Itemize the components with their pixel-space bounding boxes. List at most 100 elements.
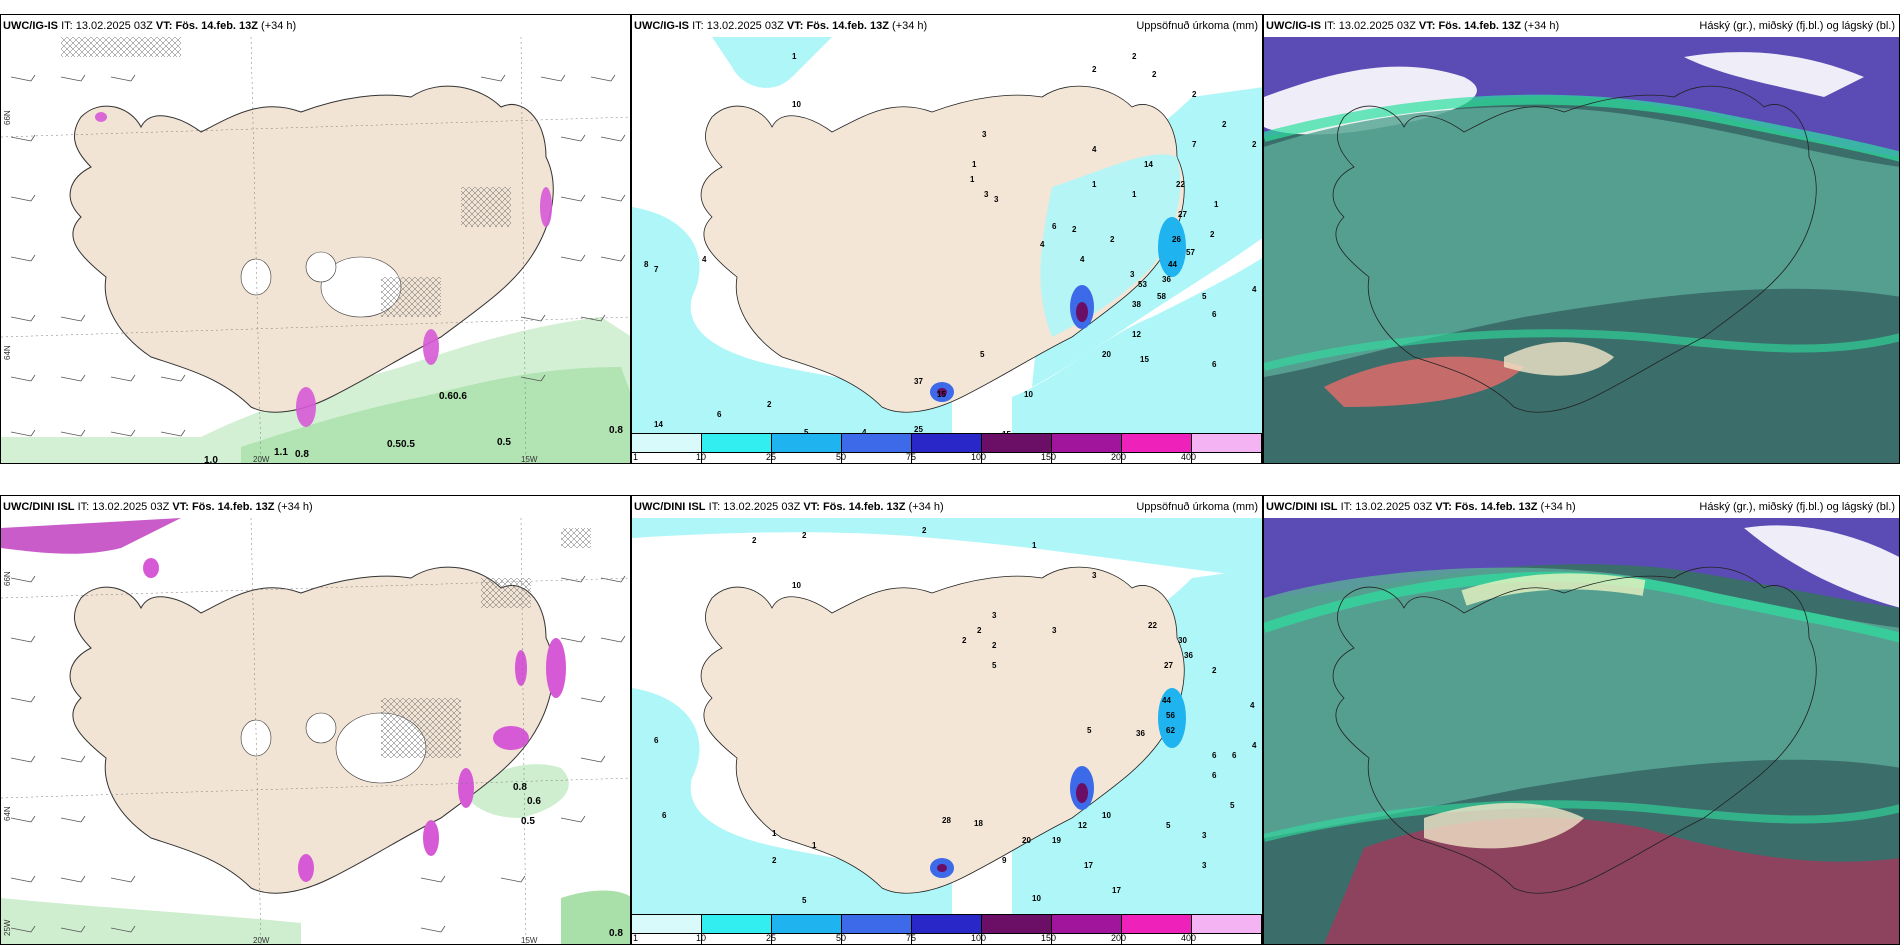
vt-value: Fös. 14.feb. 13Z — [822, 501, 906, 513]
precip-value: 3 — [1202, 861, 1207, 870]
panel-precip-ig: UWC/IG-IS IT: 13.02.2025 03Z VT: Fös. 14… — [631, 14, 1263, 464]
legend-label: 400 — [1180, 452, 1196, 462]
precip-value: 27 — [1178, 210, 1187, 219]
precip-value: 2 — [992, 641, 997, 650]
precip-value: 2 — [1092, 65, 1097, 74]
cloud-map — [1264, 37, 1899, 463]
vt-label: VT: — [1435, 501, 1452, 513]
panel-clouds-ig: UWC/IG-IS IT: 13.02.2025 03Z VT: Fös. 14… — [1263, 14, 1900, 464]
precip-value: 30 — [1178, 636, 1187, 645]
legend-label: 50 — [835, 452, 846, 462]
legend-swatch — [842, 914, 911, 934]
precip-value: 6 — [1232, 751, 1237, 760]
lead-time: (+34 h) — [277, 501, 313, 513]
precip-value: 14 — [1144, 160, 1153, 169]
precip-value: 17 — [1084, 861, 1093, 870]
wind-barbs — [10, 74, 626, 437]
wind-label: 1.0 — [204, 455, 218, 463]
init-label: IT: — [1324, 20, 1336, 32]
legend-cell: 75 — [842, 433, 916, 463]
init-value: 13.02.2025 03Z — [723, 501, 801, 513]
precip-value: 5 — [1087, 726, 1092, 735]
precip-labels: 2 2 2 10 3 2 2 2 5 3 1 3 22 30 36 27 44 … — [654, 526, 1257, 905]
lead-time: (+34 h) — [261, 20, 297, 32]
init-value: 13.02.2025 03Z — [706, 20, 784, 32]
vt-value: Fös. 14.feb. 13Z — [175, 20, 258, 32]
precip-value: 28 — [942, 816, 951, 825]
precip-value: 3 — [982, 130, 987, 139]
init-label: IT: — [77, 501, 90, 513]
init-value: 13.02.2025 03Z — [92, 501, 170, 513]
precip-value: 2 — [772, 856, 777, 865]
precip-value: 19 — [1052, 836, 1061, 845]
precip-value: 10 — [1102, 811, 1111, 820]
precip-value: 4 — [702, 255, 707, 264]
precip-value: 4 — [1250, 701, 1255, 710]
vt-value: Fös. 14.feb. 13Z — [806, 20, 889, 32]
wind-label: 0.8 — [513, 782, 527, 793]
legend-label: 400 — [1180, 933, 1196, 943]
panel-header: UWC/DINI ISL IT: 13.02.2025 03Z VT: Fös.… — [1264, 496, 1899, 518]
precip-value: 2 — [1132, 52, 1137, 61]
legend-cell: 200 — [1052, 433, 1126, 463]
vt-label: VT: — [155, 20, 173, 32]
legend-swatch — [912, 914, 981, 934]
init-label: IT: — [1340, 501, 1353, 513]
legend-label: 150 — [1040, 933, 1056, 943]
legend-cell: 50 — [772, 914, 846, 944]
lat-label: 64N — [3, 806, 12, 821]
precip-value: 7 — [654, 265, 659, 274]
precip-value: 6 — [1212, 771, 1217, 780]
vt-label: VT: — [803, 501, 820, 513]
precip-value: 3 — [992, 611, 997, 620]
precip-value: 2 — [767, 400, 772, 409]
precip-value: 14 — [654, 420, 663, 429]
vt-value: Fös. 14.feb. 13Z — [191, 501, 275, 513]
panel-header: UWC/IG-IS IT: 13.02.2025 03Z VT: Fös. 14… — [1, 15, 630, 37]
wind-label: 0.8 — [609, 425, 623, 436]
legend-cell: 200 — [1052, 914, 1126, 944]
precip-value: 15 — [1002, 430, 1011, 433]
init-label: IT: — [708, 501, 721, 513]
legend-swatch — [1052, 433, 1121, 453]
precip-value: 15 — [937, 390, 946, 399]
precip-value: 36 — [1136, 729, 1145, 738]
legend-label: 200 — [1110, 933, 1126, 943]
precip-value: 38 — [1132, 300, 1141, 309]
precip-value: 6 — [717, 410, 722, 419]
precip-value: 53 — [1138, 280, 1147, 289]
legend-label: 1 — [633, 933, 639, 943]
precip-value: 22 — [1148, 621, 1157, 630]
precip-value: 2 — [1152, 70, 1157, 79]
precip-value: 3 — [1052, 626, 1057, 635]
vt-value: Fös. 14.feb. 13Z — [1454, 501, 1538, 513]
wind-map: 0.5 0.8 0.6 0.5 0.8 — [1, 518, 630, 944]
init-value: 13.02.2025 03Z — [1355, 501, 1433, 513]
legend-label: 50 — [835, 933, 846, 943]
init-label: IT: — [692, 20, 704, 32]
vt-label: VT: — [172, 501, 189, 513]
precip-value: 6 — [1212, 751, 1217, 760]
panel-wind-dini: UWC/DINI ISL IT: 13.02.2025 03Z VT: Fös.… — [0, 495, 631, 945]
panel-precip-dini: UWC/DINI ISL IT: 13.02.2025 03Z VT: Fös.… — [631, 495, 1263, 945]
precip-value: 6 — [1052, 222, 1057, 231]
wind-label: 0.6 — [453, 391, 467, 402]
precip-value: 3 — [984, 190, 989, 199]
init-value: 13.02.2025 03Z — [75, 20, 153, 32]
lon-label: 20W — [253, 455, 270, 464]
precip-value: 10 — [1024, 390, 1033, 399]
precip-value: 6 — [1212, 360, 1217, 369]
precip-value: 36 — [1184, 651, 1193, 660]
wind-label: 0.5 — [401, 439, 415, 450]
precip-value: 6 — [662, 811, 667, 820]
precip-value: 1 — [792, 52, 797, 61]
legend-label: 1 — [633, 452, 639, 462]
legend-swatch — [632, 433, 701, 453]
lon-label: 15W — [521, 936, 538, 945]
precip-value: 18 — [974, 819, 983, 828]
precip-value: 1 — [972, 160, 977, 169]
precip-value: 5 — [1202, 292, 1207, 301]
precip-value: 25 — [914, 425, 923, 433]
precip-legend: 1 10 25 50 75 100 150 200 400 — [632, 914, 1262, 944]
precip-value: 17 — [1112, 886, 1121, 895]
